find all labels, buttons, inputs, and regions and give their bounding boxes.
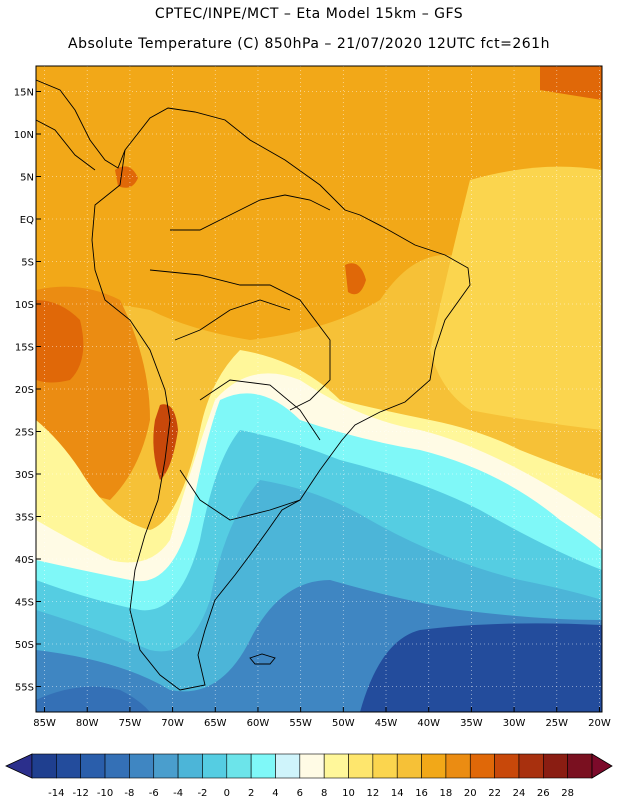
lon-label: 55W (289, 718, 312, 729)
lat-label: 35S (15, 513, 34, 524)
colorbar-label: 26 (537, 788, 550, 799)
southern-borders (179, 379, 321, 521)
colorbar-over-arrow (591, 753, 613, 779)
colorbar-swatch (518, 753, 544, 779)
colorbar-label: -8 (124, 788, 134, 799)
colorbar-label: 4 (272, 788, 278, 799)
lon-label: 60W (247, 718, 270, 729)
lat-label: 50S (15, 640, 34, 651)
colorbar-label: 8 (321, 788, 327, 799)
field-hotspot-andes (153, 404, 178, 480)
colorbar-swatch (567, 753, 593, 779)
field-cold-deep (360, 623, 602, 712)
colorbar-swatch (129, 753, 155, 779)
colorbar (5, 753, 613, 779)
brazil-border (149, 194, 331, 411)
colorbar-swatch (372, 753, 398, 779)
lat-label: 15N (14, 88, 34, 99)
central-america-coast (36, 79, 126, 171)
temperature-field (36, 66, 602, 712)
lon-label: 35W (460, 718, 483, 729)
lon-label: 45W (375, 718, 398, 729)
lon-label: 30W (503, 718, 526, 729)
lat-label: 40S (15, 555, 34, 566)
lat-label: 30S (15, 470, 34, 481)
colorbar-swatch (56, 753, 81, 779)
colorbar-label: 2 (248, 788, 254, 799)
falklands (249, 653, 276, 665)
lat-label: 5S (21, 258, 34, 269)
colorbar-swatch (396, 753, 422, 779)
colorbar-label: -2 (197, 788, 207, 799)
lat-label: 5N (20, 173, 34, 184)
field-hot-ne-corner (540, 66, 602, 100)
colorbar-swatch (348, 753, 374, 779)
lon-label: 85W (33, 718, 56, 729)
colorbar-label: 24 (513, 788, 526, 799)
colorbar-swatch (543, 753, 568, 779)
colorbar-label: -14 (48, 788, 64, 799)
colorbar-label: -10 (97, 788, 113, 799)
lat-label: 45S (15, 598, 34, 609)
lon-label: 40W (417, 718, 440, 729)
colorbar-swatch (445, 753, 471, 779)
lon-label: 25W (545, 718, 568, 729)
colorbar-label: 22 (488, 788, 501, 799)
coastlines-borders (36, 79, 471, 691)
colorbar-label: 18 (440, 788, 453, 799)
colorbar-label: 6 (297, 788, 303, 799)
colorbar-label: 28 (561, 788, 574, 799)
colorbar-labels: -14 -12 -10 -8 -6 -4 -2 0 2 4 6 8 10 12 14 16 18 20 22 24 26… (48, 788, 574, 799)
lon-label: 65W (204, 718, 227, 729)
lat-label: 10S (15, 300, 34, 311)
south-america-coast (91, 107, 471, 691)
lat-label: 25S (15, 428, 34, 439)
colorbar-swatch (275, 753, 301, 779)
lat-label: EQ (20, 215, 34, 226)
colorbar-label: 20 (464, 788, 477, 799)
colorbar-swatch (80, 753, 106, 779)
lon-label: 80W (76, 718, 99, 729)
lon-label: 20W (588, 718, 611, 729)
lat-label: 20S (15, 385, 34, 396)
colorbar-label: 14 (391, 788, 404, 799)
latitude-labels: 15N 10N 5N EQ 5S 10S 15S 20S 25S 30S 35S 40S 45S 50S 5… (14, 88, 41, 694)
colorbar-swatch (323, 753, 349, 779)
lon-label: 70W (161, 718, 184, 729)
colorbar-label: 12 (367, 788, 380, 799)
colorbar-swatch (494, 753, 520, 779)
colorbar-label: -12 (73, 788, 89, 799)
field-cold-sw (36, 686, 150, 712)
colorbar-swatch (421, 753, 447, 779)
colorbar-swatch (250, 753, 276, 779)
colorbar-swatch (104, 753, 130, 779)
colorbar-swatch (299, 753, 325, 779)
colorbar-swatch (202, 753, 228, 779)
colorbar-label: 10 (342, 788, 355, 799)
colorbar-swatch (226, 753, 252, 779)
chart-title-line2: Absolute Temperature (C) 850hPa – 21/07/… (68, 36, 550, 52)
colorbar-swatch (31, 753, 57, 779)
colorbar-swatch (469, 753, 495, 779)
field-hotspot-brazil (345, 263, 366, 295)
chart-title-line1: CPTEC/INPE/MCT – Eta Model 15km – GFS (154, 6, 464, 22)
field-pacific-hot (36, 300, 84, 383)
colorbar-under-arrow (5, 753, 33, 779)
lat-label: 10N (14, 130, 34, 141)
colorbar-label: -4 (173, 788, 183, 799)
longitude-labels: 85W 80W 75W 70W 65W 60W 55W 50W 45W 40W 35W 30W 25W 2… (33, 707, 611, 729)
lon-label: 50W (332, 718, 355, 729)
lon-label: 75W (119, 718, 142, 729)
lat-label: 55S (15, 683, 34, 694)
colorbar-label: 16 (415, 788, 428, 799)
colorbar-label: 0 (224, 788, 230, 799)
colorbar-swatch (177, 753, 203, 779)
lat-label: 15S (15, 343, 34, 354)
colorbar-swatch (153, 753, 179, 779)
colorbar-label: -6 (149, 788, 159, 799)
field-warm-north (36, 66, 602, 340)
field-east-ocean (430, 166, 602, 430)
